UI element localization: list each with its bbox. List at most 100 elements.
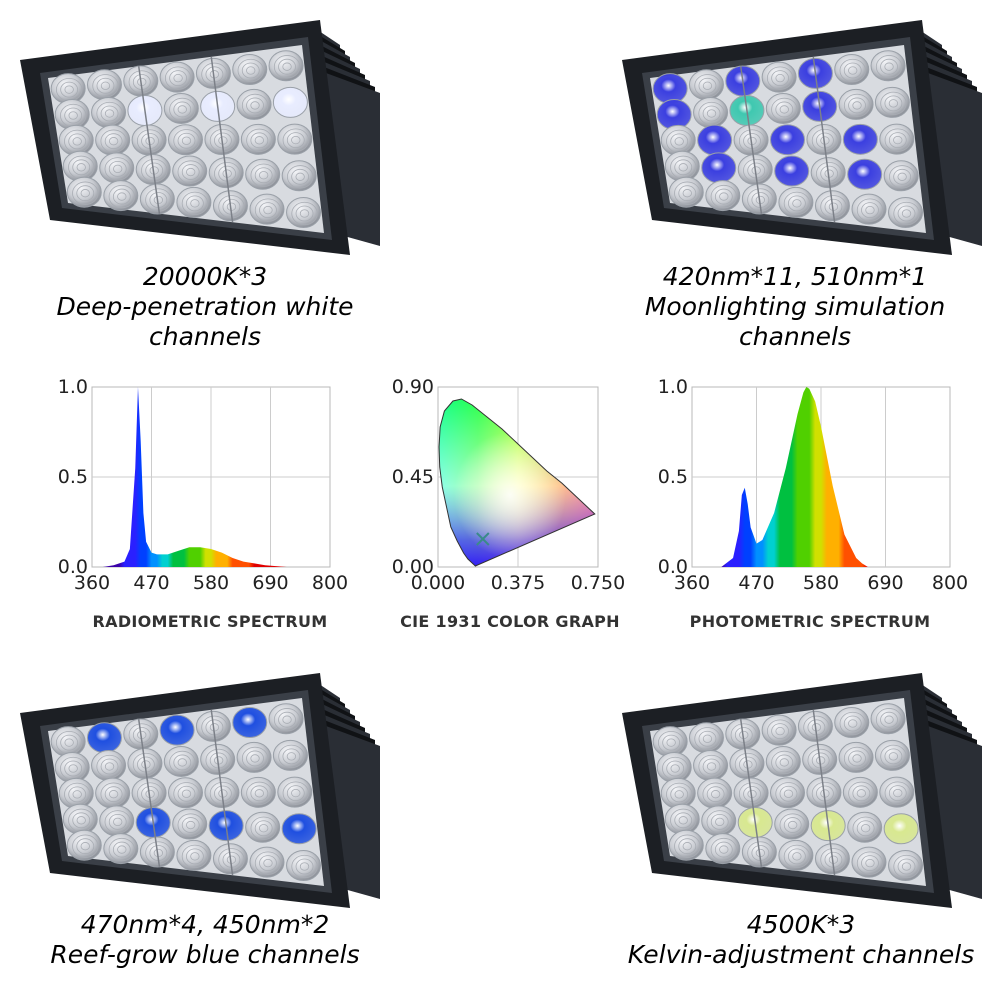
x-tick-label: 360 xyxy=(674,572,710,594)
led-lens xyxy=(277,776,313,808)
led-lens xyxy=(286,197,322,229)
led-lens xyxy=(286,850,322,882)
led-lens xyxy=(834,54,870,86)
led-lens xyxy=(870,50,906,82)
led-lens xyxy=(765,745,801,777)
white-point-marker xyxy=(476,532,490,546)
led-lens xyxy=(277,123,313,155)
led-lens-lit xyxy=(774,155,810,187)
led-lens xyxy=(838,741,874,773)
led-lens xyxy=(249,193,285,225)
photometric-spectrum-plot: 360 470 580 690 800 0.0 0.5 1.0 xyxy=(658,376,968,594)
led-lens-lit xyxy=(272,86,308,118)
fixture-white-channels xyxy=(10,15,390,265)
y-tick-label: 0.0 xyxy=(658,556,688,578)
x-tick-label: 0.375 xyxy=(491,572,545,594)
led-lens xyxy=(232,54,268,86)
y-tick-label: 1.0 xyxy=(58,376,88,398)
spectrum-area xyxy=(102,387,287,567)
y-tick-label: 0.0 xyxy=(58,556,88,578)
led-lens xyxy=(281,160,317,192)
led-lens xyxy=(245,158,281,190)
led-lens-lit xyxy=(883,813,919,845)
led-lens xyxy=(168,124,203,156)
led-lens-lit xyxy=(847,158,883,190)
led-lens xyxy=(103,180,139,212)
radiometric-spectrum-plot: 360 470 580 690 800 0.0 0.5 1.0 xyxy=(58,376,348,594)
led-lens xyxy=(66,829,102,861)
led-fixture-illustration xyxy=(622,20,982,255)
x-tick-label: 580 xyxy=(803,572,839,594)
radiometric-spectrum-title: RADIOMETRIC SPECTRUM xyxy=(92,612,328,631)
led-lens-lit xyxy=(656,98,692,130)
fixture-moonlight-channels xyxy=(612,15,992,265)
x-tick-label: 0.750 xyxy=(571,572,625,594)
photometric-spectrum-title: PHOTOMETRIC SPECTRUM xyxy=(689,612,931,631)
led-lens xyxy=(834,707,870,739)
led-lens xyxy=(883,160,919,192)
led-lens-lit xyxy=(86,722,122,754)
led-lens xyxy=(103,833,139,865)
led-lens xyxy=(874,86,910,118)
led-lens xyxy=(761,714,797,746)
led-lens xyxy=(268,50,304,82)
y-tick-label: 1.0 xyxy=(658,376,688,398)
x-tick-label: 360 xyxy=(74,572,110,594)
caption-line1: 470nm*4, 450nm*2 xyxy=(80,910,330,939)
caption-blue-channels: 470nm*4, 450nm*2 Reef-grow blue channels xyxy=(0,910,410,970)
led-lens xyxy=(272,739,308,771)
fixture-blue-channels xyxy=(10,668,390,918)
led-lens xyxy=(66,176,102,208)
caption-white-channels: 20000K*3 Deep-penetration white channels xyxy=(0,262,410,352)
cie-color-graph-title: CIE 1931 COLOR GRAPH xyxy=(400,612,620,631)
caption-line2: Moonlighting simulation channels xyxy=(644,292,946,351)
caption-line2: Reef-grow blue channels xyxy=(50,940,360,969)
y-tick-label: 0.00 xyxy=(392,556,434,578)
y-tick-label: 0.45 xyxy=(392,466,434,488)
led-lens xyxy=(668,829,704,861)
led-lens-lit xyxy=(770,124,805,156)
led-lens xyxy=(879,123,915,155)
led-lens xyxy=(838,88,874,120)
led-lens xyxy=(705,180,741,212)
led-lens xyxy=(172,808,208,840)
x-tick-label: 690 xyxy=(252,572,288,594)
led-lens xyxy=(163,745,199,777)
y-tick-label: 0.5 xyxy=(658,466,688,488)
led-lens xyxy=(765,92,801,124)
led-lens xyxy=(870,703,906,735)
caption-kelvin-channels: 4500K*3 Kelvin-adjustment channels xyxy=(596,910,1000,970)
led-lens xyxy=(240,776,276,808)
led-lens xyxy=(240,123,276,155)
led-lens xyxy=(874,739,910,771)
cie-color-graph-plot: 0.000 0.375 0.750 0.00 0.45 0.90 xyxy=(392,376,626,594)
led-lens xyxy=(168,777,203,809)
led-lens-lit xyxy=(701,152,737,184)
x-tick-label: 800 xyxy=(312,572,348,594)
spectral-locus xyxy=(438,398,596,567)
led-lens xyxy=(851,846,887,878)
led-lens xyxy=(176,186,212,218)
caption-line1: 20000K*3 xyxy=(142,262,268,291)
photometric-spectrum-chart: 360 470 580 690 800 0.0 0.5 1.0 xyxy=(640,375,968,605)
led-lens xyxy=(778,186,814,218)
caption-line2: Kelvin-adjustment channels xyxy=(627,940,975,969)
led-lens xyxy=(842,776,878,808)
x-tick-label: 470 xyxy=(133,572,169,594)
led-lens-lit xyxy=(232,707,268,739)
caption-line1: 4500K*3 xyxy=(746,910,856,939)
led-lens xyxy=(847,811,883,843)
led-lens-lit xyxy=(842,123,878,155)
led-lens xyxy=(245,811,281,843)
led-lens xyxy=(159,61,195,93)
led-fixture-illustration xyxy=(20,20,380,255)
led-lens xyxy=(888,197,924,229)
led-lens xyxy=(236,88,272,120)
led-fixture-illustration xyxy=(622,673,982,908)
led-lens xyxy=(851,193,887,225)
led-lens xyxy=(163,92,199,124)
led-lens xyxy=(888,850,924,882)
led-lens-lit xyxy=(697,124,733,156)
spectrum-area xyxy=(721,387,868,567)
led-fixture-illustration xyxy=(20,673,380,908)
